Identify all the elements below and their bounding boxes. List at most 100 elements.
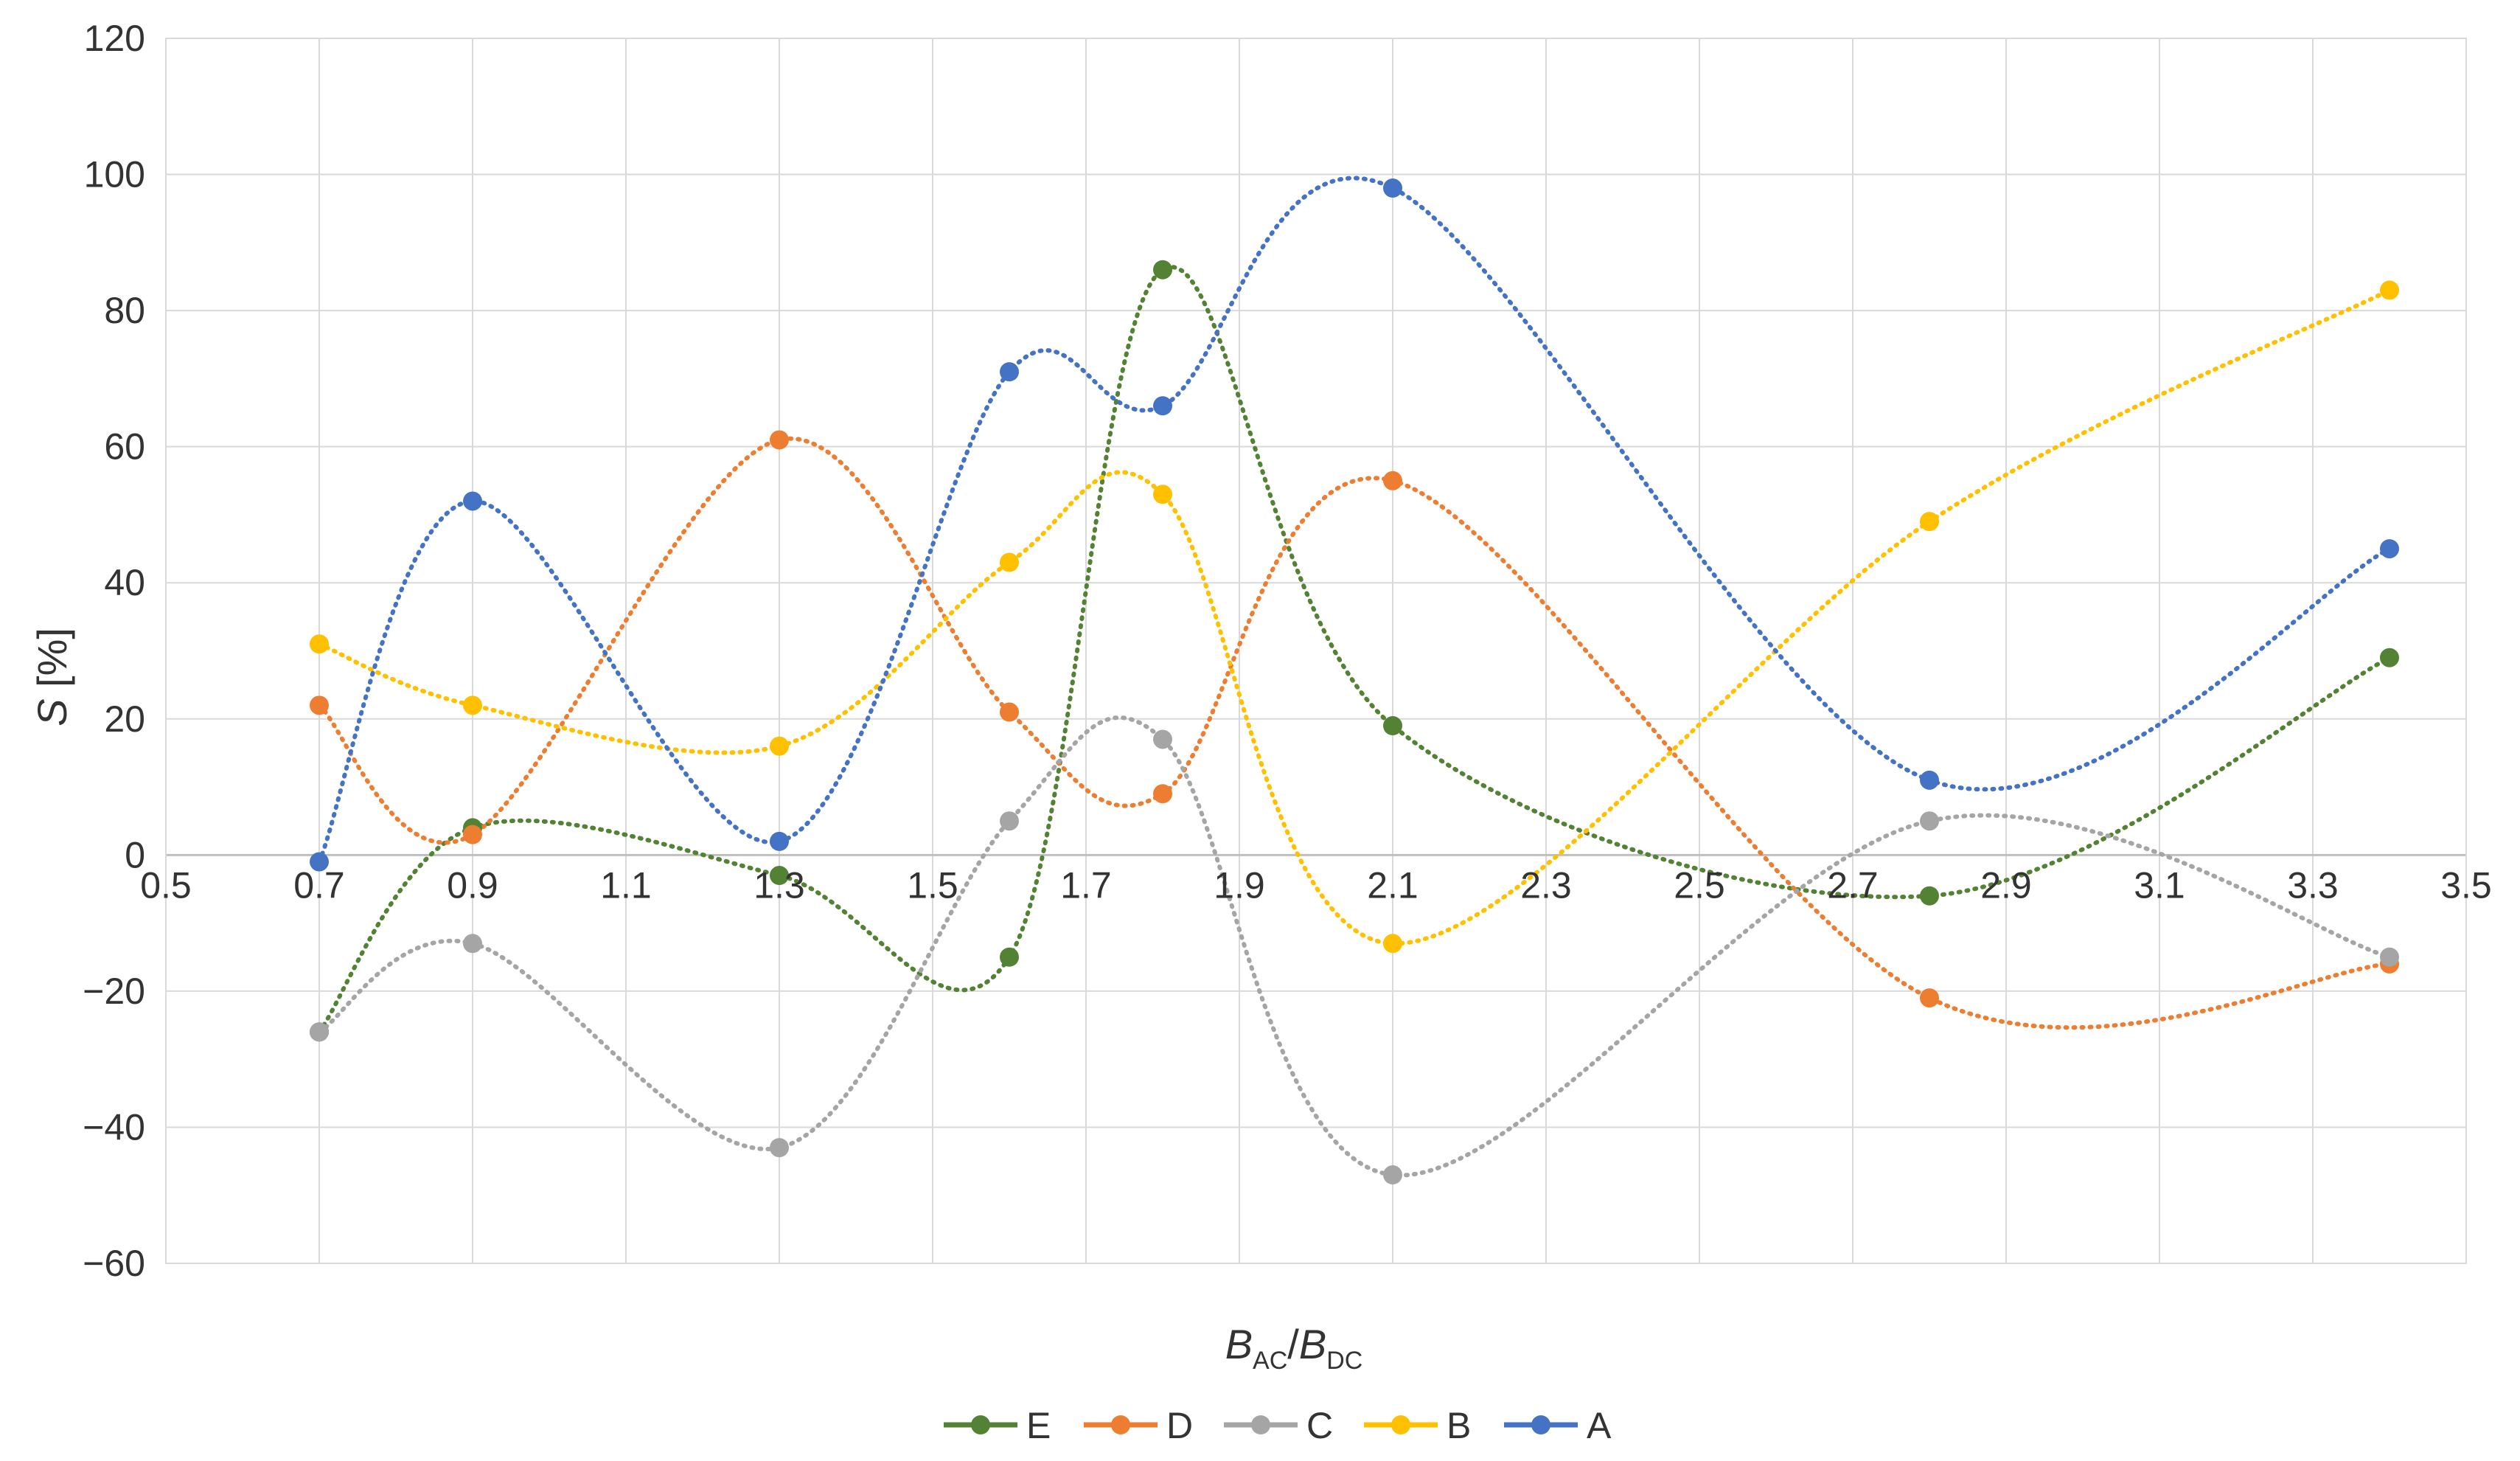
data-point-d	[463, 825, 482, 844]
legend-label: D	[1166, 1405, 1193, 1446]
data-point-a	[1383, 178, 1402, 198]
y-tick-label: 60	[104, 426, 145, 468]
data-point-b	[1920, 512, 1939, 532]
legend-item-c: C	[1224, 1405, 1333, 1446]
data-point-c	[1383, 1165, 1402, 1185]
data-point-a	[1000, 362, 1019, 382]
legend-swatch-marker	[971, 1415, 990, 1434]
data-point-b	[770, 736, 789, 756]
y-tick-label: −20	[83, 971, 145, 1012]
legend-swatch-marker	[1251, 1415, 1270, 1434]
data-point-e	[1920, 886, 1939, 906]
plot-area-frame	[165, 38, 2467, 1264]
x-axis-title-slash: /	[1287, 1321, 1299, 1367]
legend-swatch-marker	[1111, 1415, 1130, 1434]
data-point-d	[1000, 702, 1019, 722]
x-tick-label: 3.3	[2287, 864, 2339, 906]
data-point-a	[463, 491, 482, 511]
x-tick-label: 2.5	[1674, 864, 1725, 906]
legend-item-d: D	[1084, 1405, 1193, 1446]
data-point-a	[1920, 770, 1939, 790]
data-point-d	[770, 430, 789, 450]
x-axis-title-b2: B	[1299, 1321, 1326, 1367]
data-point-a	[2380, 539, 2399, 559]
y-tick-label: −40	[83, 1106, 145, 1148]
data-point-b	[1153, 485, 1172, 504]
legend-label: A	[1587, 1405, 1612, 1446]
data-point-e	[2380, 648, 2399, 667]
x-tick-label: 0.5	[140, 864, 192, 906]
x-tick-label: 1.1	[600, 864, 652, 906]
x-axis-title-b1: B	[1225, 1321, 1253, 1367]
series-lines	[317, 176, 2392, 1178]
x-tick-label: 2.7	[1827, 864, 1879, 906]
y-axis-title-unit: [%]	[29, 628, 75, 698]
data-point-d	[1153, 784, 1172, 804]
x-tick-label: 1.7	[1060, 864, 1112, 906]
data-point-a	[1153, 396, 1172, 416]
y-axis-tick-labels: 120 100 80 60 40 20 0 −20 −40 −60	[83, 18, 145, 1284]
legend-swatch-marker	[1531, 1415, 1550, 1434]
data-point-c	[1000, 811, 1019, 831]
x-tick-label: 2.1	[1367, 864, 1419, 906]
data-point-c	[1920, 811, 1939, 831]
data-point-b	[310, 634, 329, 654]
x-axis-title: BAC/BDC	[1225, 1321, 1363, 1375]
legend-swatch-marker	[1391, 1415, 1410, 1434]
data-point-e	[1383, 716, 1402, 736]
legend-label: B	[1447, 1405, 1471, 1446]
x-tick-label: 0.9	[447, 864, 498, 906]
data-point-b	[1383, 934, 1402, 954]
legend-item-b: B	[1364, 1405, 1471, 1446]
series-points	[310, 178, 2399, 1185]
data-point-a	[770, 831, 789, 851]
series-line-b	[317, 288, 2392, 946]
y-tick-label: 0	[125, 834, 145, 875]
x-tick-label: 1.9	[1214, 864, 1265, 906]
x-tick-label: 3.1	[2134, 864, 2185, 906]
series-line-e	[317, 265, 2392, 1035]
data-point-c	[310, 1022, 329, 1042]
series-line-c	[317, 715, 2392, 1178]
series-line-a	[317, 176, 2392, 864]
legend-label: C	[1306, 1405, 1333, 1446]
x-tick-label: 2.3	[1520, 864, 1572, 906]
x-tick-label: 1.3	[753, 864, 805, 906]
data-point-e	[1153, 260, 1172, 280]
data-point-c	[770, 1138, 789, 1158]
data-point-e	[1000, 947, 1019, 967]
x-tick-label: 1.5	[907, 864, 958, 906]
y-tick-label: 100	[84, 154, 145, 195]
data-point-c	[1153, 729, 1172, 749]
gridlines	[165, 38, 2467, 1264]
y-tick-label: 120	[84, 18, 145, 59]
x-tick-label: 0.7	[293, 864, 345, 906]
series-line-d	[317, 436, 2392, 1030]
data-point-d	[1383, 471, 1402, 490]
y-axis-title: S [%]	[29, 628, 75, 726]
y-tick-label: 40	[104, 562, 145, 603]
x-tick-label: 3.5	[2440, 864, 2492, 906]
data-point-d	[310, 695, 329, 715]
data-point-e	[770, 866, 789, 886]
x-axis-title-sub1: AC	[1253, 1347, 1287, 1375]
x-axis-tick-labels: 0.5 0.7 0.9 1.1 1.3 1.5 1.7 1.9 2.1 2.3 2.5 2.7 2.9 3…	[140, 864, 2492, 906]
data-point-b	[1000, 552, 1019, 572]
data-point-d	[1920, 988, 1939, 1008]
x-tick-label: 2.9	[1980, 864, 2032, 906]
y-tick-label: 80	[104, 290, 145, 331]
data-point-a	[310, 852, 329, 872]
data-point-b	[2380, 280, 2399, 300]
legend-label: E	[1026, 1405, 1051, 1446]
x-axis-title-sub2: DC	[1326, 1347, 1362, 1375]
legend-item-a: A	[1504, 1405, 1612, 1446]
y-tick-label: 20	[104, 698, 145, 740]
data-point-c	[463, 934, 482, 954]
legend-item-e: E	[944, 1405, 1051, 1446]
y-tick-label: −60	[83, 1243, 145, 1284]
data-point-c	[2380, 947, 2399, 967]
y-axis-title-symbol: S	[29, 699, 75, 726]
data-point-b	[463, 695, 482, 715]
